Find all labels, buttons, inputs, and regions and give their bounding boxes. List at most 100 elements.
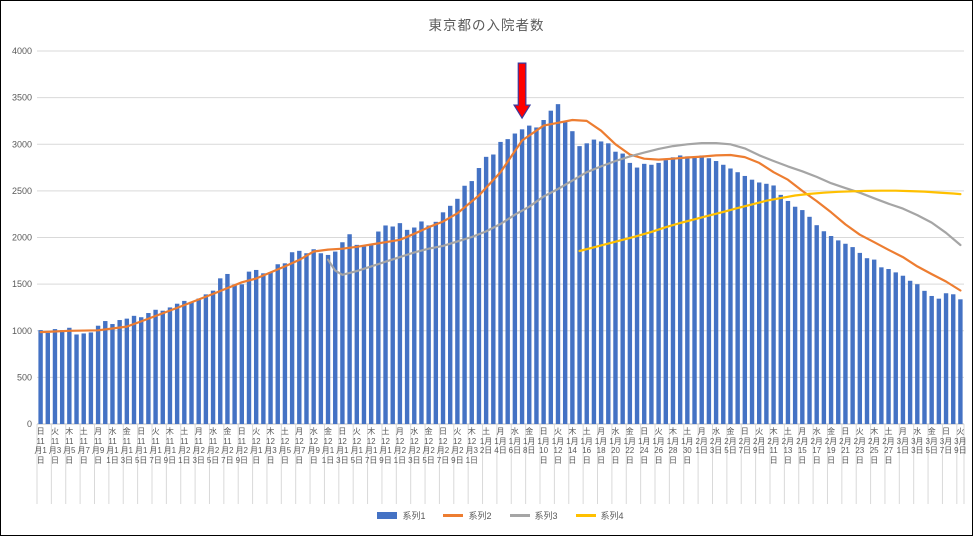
x-label: 火 12月1日 (249, 427, 263, 465)
bar (397, 223, 403, 424)
annotation-arrow (512, 62, 532, 120)
x-label: 火 12月29日 (451, 427, 464, 465)
bar (713, 161, 719, 425)
bar (577, 146, 582, 424)
x-label: 水 2月3日 (709, 427, 723, 456)
bar (857, 252, 863, 424)
x-label: 土 11月21日 (178, 427, 191, 465)
x-label: 月 2月15日 (796, 427, 809, 465)
bar (318, 253, 324, 424)
bar (412, 227, 417, 424)
bar (922, 290, 927, 424)
bar (836, 240, 841, 424)
bar (174, 303, 180, 424)
bar (261, 273, 266, 424)
y-tick-label: 2000 (12, 233, 32, 243)
bar (843, 243, 848, 424)
series-line-系列4 (578, 189, 962, 253)
x-label: 木 12月17日 (364, 427, 378, 465)
x-label: 日 1月10日 (537, 427, 550, 465)
bar (613, 151, 618, 424)
bar (677, 155, 683, 424)
x-label: 火 1月12日 (551, 427, 565, 465)
bar (491, 154, 496, 424)
legend-line-swatch (509, 514, 530, 517)
bar (663, 160, 668, 424)
bar (304, 253, 309, 424)
x-label: 月 11月23日 (192, 427, 205, 465)
x-label: 火 12月15日 (350, 427, 364, 465)
y-tick-label: 3500 (12, 93, 32, 103)
x-label: 金 2月19日 (824, 427, 838, 465)
bar (951, 294, 956, 424)
bar (699, 155, 704, 424)
legend-bar-swatch (377, 512, 398, 519)
bar (778, 194, 783, 424)
bar (390, 226, 395, 424)
x-label: 水 11月25日 (206, 427, 220, 465)
bar (124, 318, 130, 424)
x-label: 火 2月9日 (752, 427, 766, 456)
bar (692, 157, 697, 424)
x-label: 土 2月13日 (781, 427, 795, 465)
bar (67, 327, 72, 424)
bar (642, 163, 647, 424)
x-label: 日 3月7日 (939, 427, 953, 456)
bar (800, 210, 805, 424)
bar (361, 246, 367, 424)
bar (936, 298, 942, 424)
x-label: 月 2月1日 (695, 427, 708, 456)
bar (239, 284, 245, 424)
bar (448, 205, 453, 424)
bar (749, 179, 755, 424)
legend-item: 系列1 (377, 509, 425, 522)
x-label: 日 11月29日 (235, 427, 249, 465)
bar (81, 333, 86, 424)
x-label: 日 11月15日 (134, 427, 148, 465)
bar (871, 259, 877, 424)
bar (253, 269, 259, 424)
bar (110, 324, 115, 424)
bar (52, 329, 58, 424)
x-label: 月 12月7日 (293, 427, 306, 465)
bar (534, 127, 539, 425)
bar (218, 278, 223, 424)
bar (555, 104, 561, 425)
x-label: 金 12月25日 (422, 427, 435, 465)
x-label: 日 2月21日 (839, 427, 852, 465)
bar (649, 164, 654, 424)
bar (368, 244, 374, 424)
x-label: 土 1月30日 (681, 427, 694, 465)
legend-line-swatch (575, 514, 596, 517)
x-label: 水 1月6日 (508, 427, 522, 456)
legend-item: 系列2 (443, 509, 492, 522)
legend-label: 系列2 (468, 511, 492, 521)
x-label: 火 3月9日 (954, 427, 967, 456)
bar (483, 156, 489, 424)
legend-line-swatch (443, 514, 464, 517)
bar (562, 121, 568, 425)
legend-label: 系列3 (534, 511, 558, 521)
bar (347, 234, 352, 424)
bar (879, 267, 884, 424)
bar (821, 231, 827, 424)
bar (232, 284, 237, 424)
x-label: 金 3月5日 (925, 427, 938, 456)
x-label: 木 1月28日 (666, 427, 680, 465)
bar (88, 332, 94, 424)
bar (246, 271, 252, 424)
bar (268, 272, 273, 424)
x-label: 土 11月7日 (77, 427, 90, 465)
bar (203, 294, 209, 424)
bar (728, 168, 733, 424)
bar (907, 280, 913, 424)
x-label: 木 11月5日 (63, 427, 76, 465)
chart-title: 東京都の入院者数 (428, 18, 545, 33)
bar (541, 120, 546, 424)
x-label: 火 2月23日 (853, 427, 867, 465)
bar (160, 310, 165, 424)
y-tick-label: 4000 (12, 46, 32, 56)
bar (311, 249, 316, 424)
x-label: 水 3月3日 (911, 427, 924, 456)
